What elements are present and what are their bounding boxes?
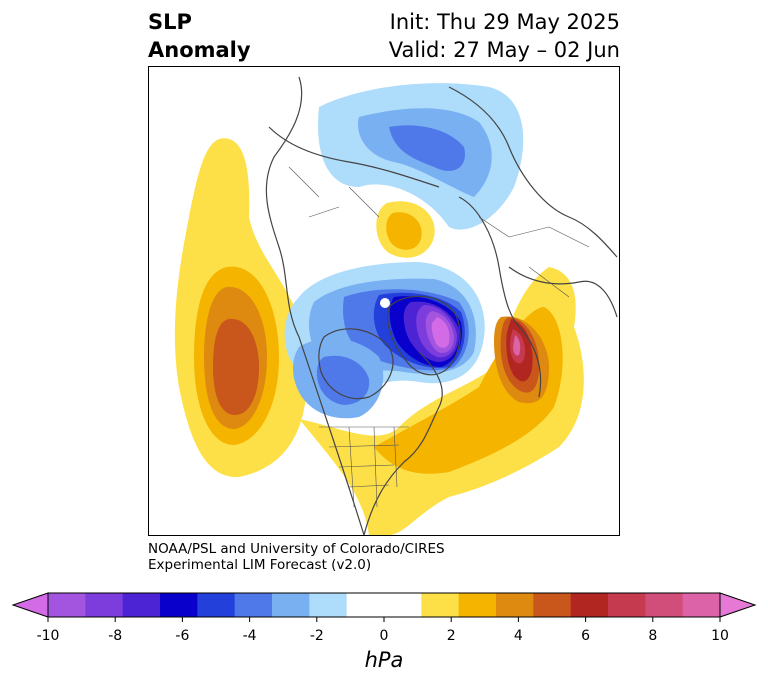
colorbar-cell: [346, 593, 385, 617]
colorbar-cell: [272, 593, 310, 617]
valid-dates: Valid: 27 May – 02 Jun: [388, 38, 620, 62]
forecast-dates: Init: Thu 29 May 2025 Valid: 27 May – 02…: [389, 8, 620, 64]
colorbar-tick-label: -2: [309, 628, 324, 644]
colorbar-tick-label: 2: [446, 628, 456, 644]
colorbar-cell: [160, 593, 198, 617]
colorbar-cell: [421, 593, 460, 617]
colorbar-cells: [48, 593, 721, 617]
siberian-low-anomaly: [318, 83, 524, 230]
colorbar-tick-label: 6: [581, 628, 591, 644]
colorbar-tick-label: 0: [379, 628, 389, 644]
colorbar-cell: [533, 593, 572, 617]
colorbar-cell: [496, 593, 534, 617]
colorbar-tick-label: -10: [36, 628, 60, 644]
colorbar-cell: [122, 593, 161, 617]
colorbar-cell: [309, 593, 348, 617]
coastlines: [265, 76, 618, 535]
anomaly-map: [174, 76, 618, 535]
colorbar-cell: [48, 593, 86, 617]
colorbar-cell: [85, 593, 124, 617]
pacific-high-anomaly: [174, 138, 308, 478]
colorbar-ticks: [47, 617, 721, 622]
unit-label: hPa: [364, 648, 404, 672]
colorbar-tick-label: -6: [175, 628, 190, 644]
colorbar-tick-label: 10: [711, 628, 729, 644]
colorbar-cell: [608, 593, 646, 617]
colorbar-cell: [570, 593, 609, 617]
canada-low-anomaly: [293, 338, 384, 419]
colorbar-cell: [384, 593, 422, 617]
colorbar-cell: [197, 593, 236, 617]
title-line-1: SLP: [148, 10, 192, 34]
colorbar-cell: [645, 593, 684, 617]
colorbar-tick-label: -4: [242, 628, 257, 644]
colorbar-tick-label: 4: [513, 628, 523, 644]
colorbar-tick-label: -8: [108, 628, 123, 644]
political-borders: [288, 166, 590, 508]
colorbar-cell: [682, 593, 721, 617]
credit: NOAA/PSL and University of Colorado/CIRE…: [148, 541, 445, 573]
colorbar: [11, 592, 757, 622]
colorbar-cell: [458, 593, 497, 617]
credit-line-2: Experimental LIM Forecast (v2.0): [148, 557, 372, 573]
map-title: SLP Anomaly: [148, 8, 251, 64]
colorbar-extend-high: [719, 592, 757, 618]
credit-line-1: NOAA/PSL and University of Colorado/CIRE…: [148, 541, 445, 557]
arctic-high-anomaly: [376, 201, 435, 258]
colorbar-cell: [234, 593, 273, 617]
map-panel: [148, 66, 620, 536]
title-line-2: Anomaly: [148, 38, 251, 62]
init-date: Init: Thu 29 May 2025: [389, 10, 620, 34]
colorbar-tick-label: 8: [648, 628, 658, 644]
colorbar-extend-low: [11, 592, 49, 618]
